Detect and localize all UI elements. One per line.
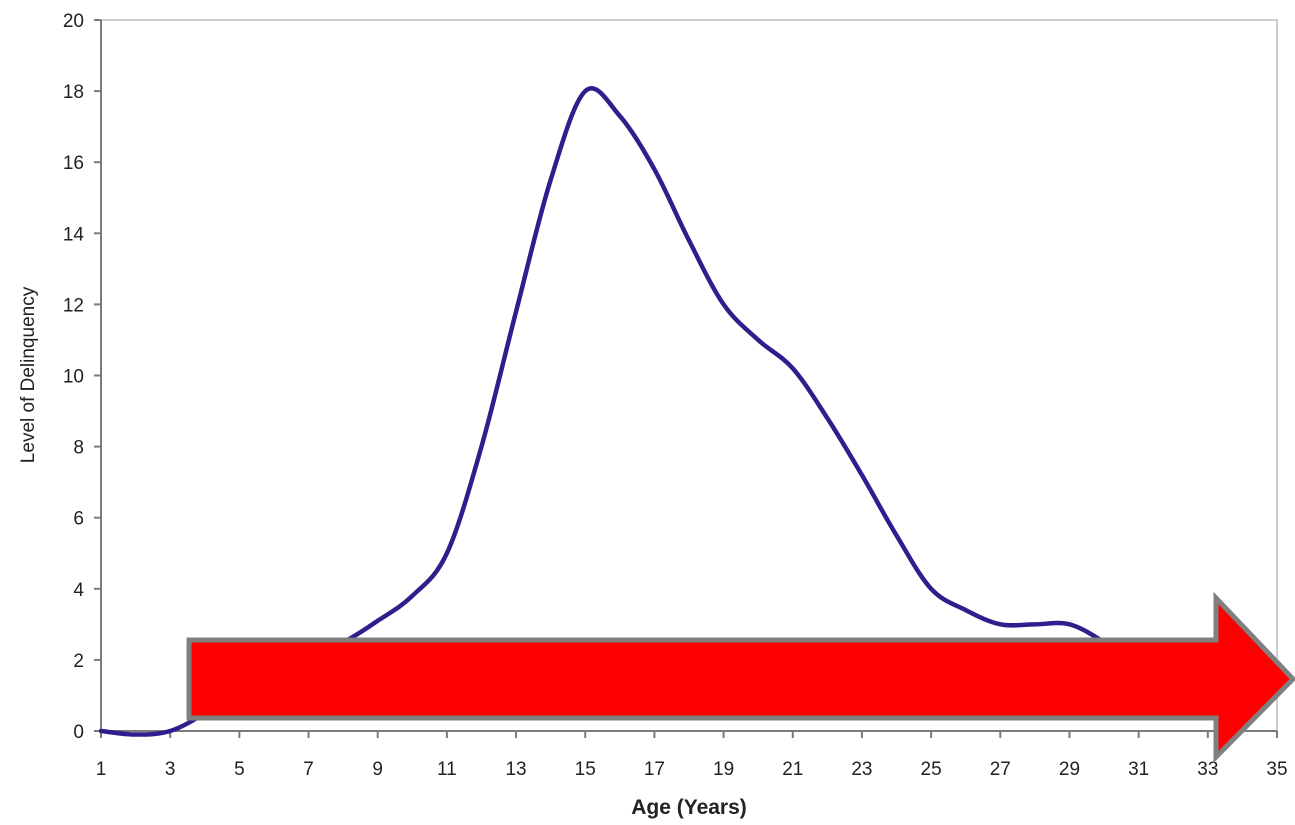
x-tick-label: 27 bbox=[990, 759, 1011, 780]
x-tick-label: 17 bbox=[644, 759, 665, 780]
x-tick-label: 25 bbox=[921, 759, 942, 780]
x-tick-label: 33 bbox=[1197, 759, 1218, 780]
y-axis-title: Level of Delinquency bbox=[18, 286, 39, 463]
x-ticks-group: 1 3 5 7 9 11 13 15 17 19 21 23 25 27 29 31 33 35 bbox=[96, 731, 1288, 780]
y-tick-label: 12 bbox=[63, 295, 84, 316]
x-tick-label: 21 bbox=[782, 759, 803, 780]
y-tick-label: 14 bbox=[63, 224, 85, 245]
y-tick-label: 10 bbox=[63, 367, 84, 388]
x-tick-label: 31 bbox=[1128, 759, 1149, 780]
y-tick-label: 8 bbox=[73, 438, 84, 459]
y-ticks-group: 0 2 4 6 8 10 12 14 16 18 20 bbox=[63, 11, 101, 743]
y-tick-label: 20 bbox=[63, 11, 84, 32]
y-tick-label: 0 bbox=[73, 722, 84, 743]
x-tick-label: 9 bbox=[372, 759, 383, 780]
x-tick-label: 7 bbox=[303, 759, 314, 780]
x-tick-label: 19 bbox=[713, 759, 734, 780]
y-tick-label: 6 bbox=[73, 509, 84, 530]
x-tick-label: 3 bbox=[165, 759, 176, 780]
plot-area bbox=[100, 19, 1278, 732]
red-arrow-icon bbox=[186, 591, 1295, 764]
y-tick-label: 4 bbox=[73, 580, 84, 601]
y-tick-label: 18 bbox=[63, 82, 84, 103]
arrow-annotation-layer bbox=[186, 591, 1295, 764]
x-tick-label: 1 bbox=[96, 759, 107, 780]
x-tick-label: 23 bbox=[851, 759, 872, 780]
x-tick-label: 5 bbox=[234, 759, 245, 780]
y-tick-label: 16 bbox=[63, 153, 84, 174]
y-tick-label: 2 bbox=[73, 651, 84, 672]
x-tick-label: 11 bbox=[437, 759, 457, 780]
x-tick-label: 13 bbox=[505, 759, 526, 780]
x-tick-label: 15 bbox=[575, 759, 596, 780]
x-tick-label: 29 bbox=[1059, 759, 1080, 780]
x-axis-title: Age (Years) bbox=[631, 796, 747, 819]
x-tick-label: 35 bbox=[1266, 759, 1287, 780]
